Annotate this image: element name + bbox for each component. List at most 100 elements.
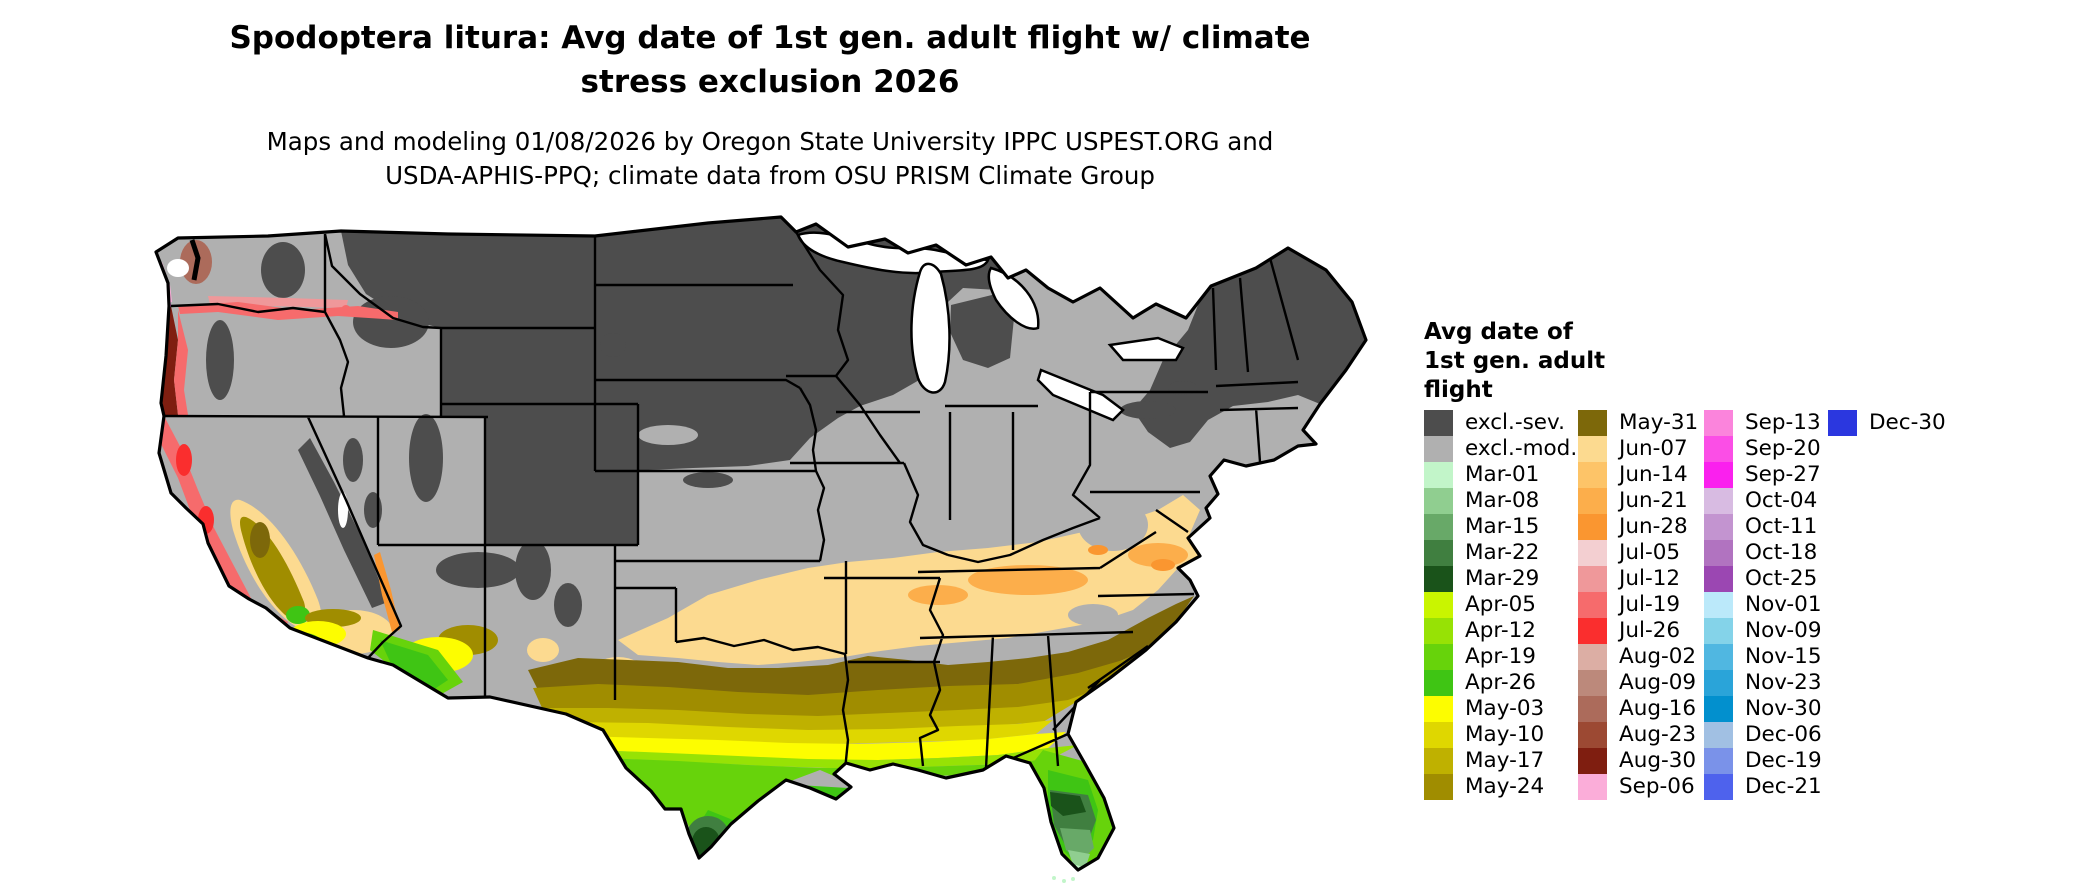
legend-swatch bbox=[1424, 618, 1453, 644]
lake-erie bbox=[1036, 368, 1125, 422]
legend-label: Sep-06 bbox=[1619, 774, 1695, 799]
legend-label: Apr-12 bbox=[1465, 618, 1536, 643]
legend-row: Nov-30 bbox=[1704, 696, 1822, 722]
region-sierra-white bbox=[338, 492, 348, 528]
region-dark-mogollon bbox=[436, 552, 520, 588]
legend-column-1: excl.-sev. excl.-mod. Mar-01 Mar-08 Mar-15 Ma… bbox=[1424, 410, 1577, 800]
legend-swatch bbox=[1424, 644, 1453, 670]
legend-label: Dec-06 bbox=[1745, 722, 1822, 747]
map-title-line1: Spodoptera litura: Avg date of 1st gen. … bbox=[229, 20, 1311, 56]
region-valley-dark-olive bbox=[250, 522, 270, 558]
region-ca-red-1 bbox=[176, 444, 192, 476]
region-socal-green bbox=[274, 632, 322, 654]
legend-label: excl.-mod. bbox=[1465, 436, 1578, 461]
legend-row: excl.-mod. bbox=[1424, 436, 1577, 462]
legend-row: Aug-30 bbox=[1578, 748, 1698, 774]
patch-jun07-nm bbox=[527, 638, 559, 662]
legend-label: Nov-30 bbox=[1745, 696, 1822, 721]
legend-swatch bbox=[1578, 722, 1607, 748]
legend-row: Mar-15 bbox=[1424, 514, 1577, 540]
legend-swatch bbox=[1578, 592, 1607, 618]
legend-label: Mar-29 bbox=[1465, 566, 1540, 591]
legend-label: Nov-23 bbox=[1745, 670, 1822, 695]
legend-label: Jul-19 bbox=[1619, 592, 1681, 617]
region-exclusion-severe-northeast bbox=[1133, 248, 1366, 448]
band-may17 bbox=[538, 688, 1100, 731]
region-exclusion-severe-michigan bbox=[950, 294, 1014, 368]
region-olympics-white bbox=[167, 259, 189, 277]
legend-label: Aug-23 bbox=[1619, 722, 1697, 747]
region-dark-nevada-2 bbox=[364, 492, 382, 528]
legend-row: Apr-19 bbox=[1424, 644, 1577, 670]
legend-row: Nov-01 bbox=[1704, 592, 1822, 618]
legend-row: Jul-19 bbox=[1578, 592, 1698, 618]
region-az-green-dark bbox=[380, 640, 448, 690]
legend-title: Avg date of 1st gen. adult flight bbox=[1424, 318, 1684, 405]
legend-label: Aug-09 bbox=[1619, 670, 1697, 695]
legend-swatch bbox=[1578, 618, 1607, 644]
legend-swatch bbox=[1578, 462, 1607, 488]
map-title: Spodoptera litura: Avg date of 1st gen. … bbox=[0, 16, 1540, 104]
legend-label: Mar-15 bbox=[1465, 514, 1540, 539]
band-apr12 bbox=[593, 745, 1078, 768]
legend-label: Nov-01 bbox=[1745, 592, 1822, 617]
legend-swatch bbox=[1704, 514, 1733, 540]
us-map-svg bbox=[154, 215, 1368, 883]
legend-label: Aug-16 bbox=[1619, 696, 1697, 721]
legend-label: May-03 bbox=[1465, 696, 1545, 721]
legend-swatch bbox=[1704, 722, 1733, 748]
legend-swatch bbox=[1424, 774, 1453, 800]
legend-row: Nov-23 bbox=[1704, 670, 1822, 696]
legend-row: Apr-12 bbox=[1424, 618, 1577, 644]
region-dark-black-hills bbox=[600, 333, 626, 357]
legend-row: excl.-sev. bbox=[1424, 410, 1577, 436]
legend-row: Apr-26 bbox=[1424, 670, 1577, 696]
legend-row: Jun-28 bbox=[1578, 514, 1698, 540]
region-dark-wasatch bbox=[409, 414, 443, 502]
legend-title-line2: 1st gen. adult bbox=[1424, 347, 1606, 374]
lake-ontario bbox=[1107, 336, 1185, 362]
legend-row: May-24 bbox=[1424, 774, 1577, 800]
legend-label: Aug-30 bbox=[1619, 748, 1697, 773]
legend-swatch bbox=[1578, 696, 1607, 722]
legend-row: Mar-29 bbox=[1424, 566, 1577, 592]
legend-column-4: Dec-30 bbox=[1828, 410, 1946, 436]
legend-swatch bbox=[1578, 748, 1607, 774]
legend-title-line1: Avg date of bbox=[1424, 319, 1573, 345]
region-lewiston-red bbox=[341, 305, 351, 315]
legend-row: Aug-23 bbox=[1578, 722, 1698, 748]
legend-label: Sep-27 bbox=[1745, 462, 1821, 487]
legend-row: Nov-15 bbox=[1704, 644, 1822, 670]
band-may31 bbox=[528, 596, 1194, 697]
region-dark-or-cascades bbox=[206, 320, 234, 400]
region-dark-pa-1 bbox=[1120, 401, 1176, 419]
legend-label: Oct-18 bbox=[1745, 540, 1818, 565]
band-jun28-va bbox=[1151, 559, 1175, 571]
legend-label: Mar-01 bbox=[1465, 462, 1540, 487]
legend-label: May-24 bbox=[1465, 774, 1545, 799]
map-subtitle-line2: USDA-APHIS-PPQ; climate data from OSU PR… bbox=[385, 160, 1155, 190]
legend-row: Jun-07 bbox=[1578, 436, 1698, 462]
lake-huron bbox=[987, 266, 1040, 330]
region-dark-nm-2 bbox=[554, 583, 582, 627]
legend-row: Sep-27 bbox=[1704, 462, 1822, 488]
band-jun28-tn bbox=[1088, 545, 1108, 555]
legend-row: Dec-19 bbox=[1704, 748, 1822, 774]
legend-swatch bbox=[1578, 488, 1607, 514]
legend-row: May-03 bbox=[1424, 696, 1577, 722]
legend-label: Jun-14 bbox=[1619, 462, 1688, 487]
legend-label: Aug-02 bbox=[1619, 644, 1697, 669]
legend-swatch bbox=[1704, 566, 1733, 592]
band-jun21-va bbox=[1128, 543, 1188, 567]
legend-swatch bbox=[1704, 436, 1733, 462]
legend-row: Jul-12 bbox=[1578, 566, 1698, 592]
legend-row: Nov-09 bbox=[1704, 618, 1822, 644]
legend-row: Oct-18 bbox=[1704, 540, 1822, 566]
band-may10 bbox=[568, 720, 1053, 744]
legend-label: Apr-26 bbox=[1465, 670, 1536, 695]
legend-row: Jun-21 bbox=[1578, 488, 1698, 514]
region-light-wv-mtns bbox=[1078, 499, 1148, 551]
legend-row: Sep-20 bbox=[1704, 436, 1822, 462]
legend-row: May-31 bbox=[1578, 410, 1698, 436]
legend-swatch bbox=[1704, 592, 1733, 618]
